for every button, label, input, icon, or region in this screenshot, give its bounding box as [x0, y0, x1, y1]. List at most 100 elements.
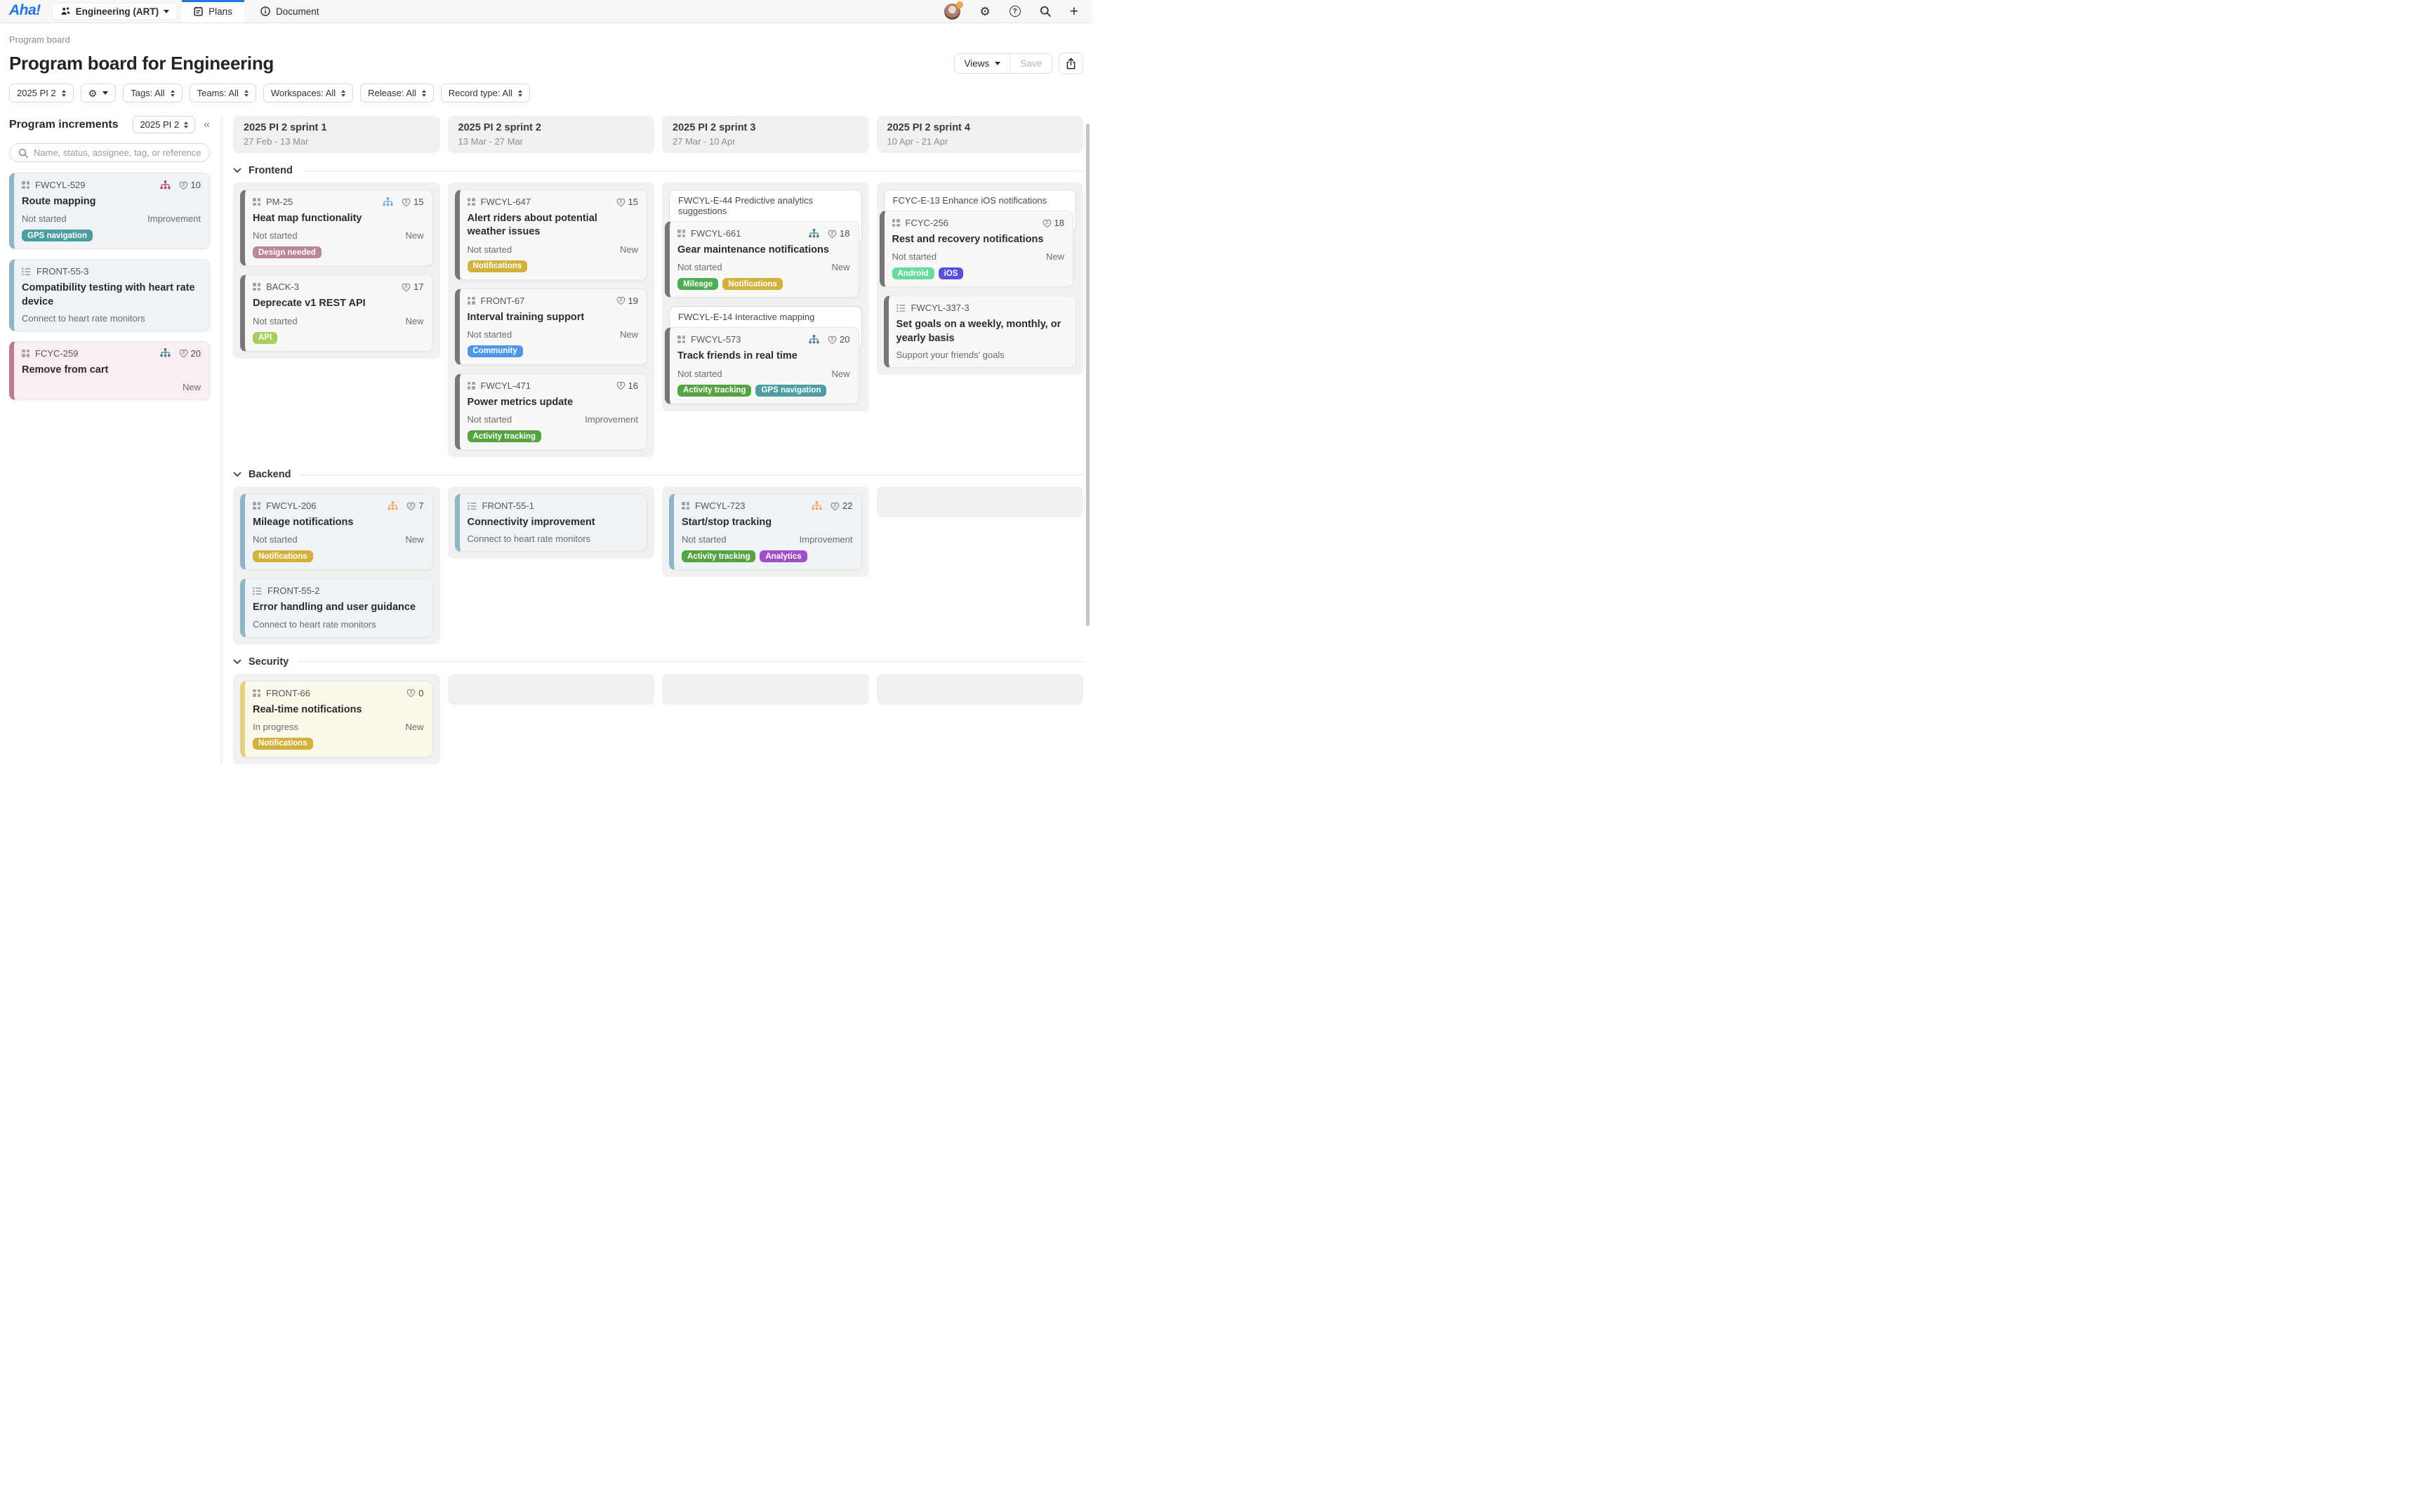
- sidebar-pi-select[interactable]: 2025 PI 2: [133, 116, 196, 133]
- sprint-column-cell: [662, 673, 869, 705]
- card-points: #20: [178, 348, 201, 359]
- board-card[interactable]: FWCYL-661 #18 Gear maintenance notificatio…: [665, 221, 859, 298]
- sitemap-icon: [383, 197, 393, 206]
- search-input[interactable]: [34, 147, 201, 158]
- help-icon[interactable]: ?: [1009, 6, 1021, 17]
- notification-dot: [956, 1, 964, 8]
- points-value: 22: [842, 500, 853, 512]
- tab-plans[interactable]: Plans: [182, 0, 244, 22]
- add-icon[interactable]: +: [1069, 3, 1078, 20]
- board-card[interactable]: FWCYL-723 #22 Start/stop tracking Not start…: [669, 493, 862, 571]
- workspace-selector[interactable]: Engineering (ART): [51, 2, 178, 20]
- search-icon: [18, 148, 28, 158]
- list-icon: [896, 304, 905, 312]
- board-card[interactable]: FWCYL-337-3 Set goals on a weekly, monthl…: [883, 296, 1076, 368]
- grid-icon: [467, 381, 475, 390]
- breadcrumb[interactable]: Program board: [9, 34, 70, 45]
- card-header: FRONT-55-1: [467, 500, 639, 512]
- card-points: #19: [616, 296, 638, 306]
- sitemap-icon: [388, 500, 398, 510]
- tag-pill: Activity tracking: [677, 384, 752, 397]
- board-section: Security FRONT-66 #0 Real-time notification…: [233, 655, 1083, 764]
- board-card[interactable]: FWCYL-647 #15 Alert riders about potential…: [454, 190, 647, 280]
- grid-icon: [677, 336, 685, 344]
- chevron-down-icon: [102, 91, 109, 95]
- card-points: #0: [406, 688, 424, 698]
- card-ref: FWCYL-573: [691, 334, 741, 345]
- record-type-label: New: [405, 721, 424, 732]
- card-tags: Activity tracking GPS navigation: [677, 384, 850, 397]
- card-header: FWCYL-206 #7: [253, 500, 424, 511]
- chevron-down-icon[interactable]: [233, 659, 241, 665]
- chevron-down-icon[interactable]: [233, 472, 241, 477]
- section-columns: FWCYL-206 #7 Mileage notifications Not star…: [233, 486, 1083, 644]
- chevron-down-icon[interactable]: [233, 168, 241, 173]
- card-title: Deprecate v1 REST API: [253, 298, 366, 310]
- board-card[interactable]: FWCYL-206 #7 Mileage notifications Not star…: [240, 493, 433, 571]
- status-label: Not started: [682, 534, 727, 545]
- release-filter-button[interactable]: Release: All: [360, 84, 434, 102]
- board-card[interactable]: FCYC-259 #20 Remove from cart New: [9, 340, 210, 401]
- sprint-column-cell: FWCYL-723 #22 Start/stop tracking Not start…: [662, 486, 869, 578]
- status-label: Not started: [253, 534, 298, 545]
- card-tags: GPS navigation: [22, 230, 201, 242]
- board-card[interactable]: FRONT-55-3 Compatibility testing with hea…: [9, 259, 210, 331]
- card-header: FRONT-55-2: [253, 585, 424, 596]
- points-value: 15: [628, 197, 638, 207]
- teams-filter-button[interactable]: Teams: All: [189, 84, 256, 102]
- card-points: #15: [616, 197, 638, 207]
- tag-pill: Activity tracking: [682, 550, 756, 563]
- tags-filter-button[interactable]: Tags: All: [123, 84, 183, 102]
- grid-icon: [253, 198, 260, 206]
- settings-gear-icon[interactable]: ⚙: [979, 4, 991, 18]
- sort-arrows-icon: [61, 89, 66, 97]
- share-button[interactable]: [1059, 53, 1083, 74]
- board-card[interactable]: FRONT-67 #19 Interval training support Not …: [454, 288, 647, 365]
- aha-logo[interactable]: Aha!: [9, 2, 41, 18]
- board-card[interactable]: FRONT-55-1 Connectivity improvement Connec…: [454, 493, 647, 552]
- points-value: 19: [628, 295, 638, 306]
- points-heart-icon: #: [616, 296, 625, 305]
- points-heart-icon: #: [828, 336, 837, 345]
- card-header-icons: #19: [616, 296, 638, 306]
- card-title: Set goals on a weekly, monthly, or yearl…: [896, 319, 1061, 344]
- pi-filter-button[interactable]: 2025 PI 2: [9, 84, 74, 102]
- vertical-scrollbar[interactable]: [1086, 124, 1090, 626]
- card-status-row: In progress New: [253, 722, 424, 732]
- section-header: Security: [233, 655, 1083, 674]
- board-settings-button[interactable]: ⚙: [80, 84, 117, 102]
- card-title: Alert riders about potential weather iss…: [467, 213, 597, 238]
- views-button[interactable]: Views: [955, 54, 1011, 73]
- points-heart-icon: #: [827, 335, 838, 345]
- grid-icon: [892, 219, 900, 227]
- svg-text:#: #: [410, 689, 413, 696]
- workspaces-filter-button[interactable]: Workspaces: All: [263, 84, 354, 102]
- sidebar-search[interactable]: [9, 143, 210, 162]
- board-card[interactable]: FWCYL-529 #10 Route mapping Not started Impr…: [9, 173, 210, 250]
- collapse-sidebar-icon[interactable]: «: [204, 118, 210, 131]
- card-ref: FRONT-55-1: [482, 500, 534, 512]
- board-card[interactable]: FRONT-66 #0 Real-time notifications In prog…: [240, 680, 433, 757]
- card-ref: BACK-3: [266, 281, 299, 293]
- empty-column-placeholder: [876, 673, 1083, 705]
- board-card[interactable]: FCYC-256 #18 Rest and recovery notificatio…: [879, 211, 1073, 288]
- board-card[interactable]: PM-25 #15 Heat map functionality Not starte…: [240, 190, 433, 267]
- avatar[interactable]: [944, 1, 964, 20]
- points-heart-icon: #: [830, 501, 840, 511]
- svg-text:#: #: [1045, 220, 1049, 226]
- search-icon[interactable]: [1040, 6, 1051, 17]
- tab-document[interactable]: Document: [249, 0, 331, 22]
- card-ref: PM-25: [266, 197, 293, 207]
- board-card[interactable]: BACK-3 #17 Deprecate v1 REST API Not starte…: [240, 274, 433, 352]
- board-card[interactable]: FWCYL-573 #20 Track friends in real time No…: [665, 327, 859, 404]
- board-card[interactable]: FRONT-55-2 Error handling and user guidan…: [240, 578, 433, 637]
- plans-icon: [194, 6, 203, 16]
- record-type-filter-button[interactable]: Record type: All: [440, 84, 530, 102]
- board-card[interactable]: FWCYL-471 #16 Power metrics update Not star…: [454, 373, 647, 451]
- grid-icon: [22, 349, 29, 357]
- top-navbar: Aha! Engineering (ART) Plans Document ⚙ …: [0, 0, 1092, 23]
- points-heart-icon: #: [402, 198, 411, 206]
- save-button[interactable]: Save: [1020, 58, 1042, 69]
- card-tags: Notifications: [467, 260, 639, 272]
- status-label: Not started: [677, 368, 722, 379]
